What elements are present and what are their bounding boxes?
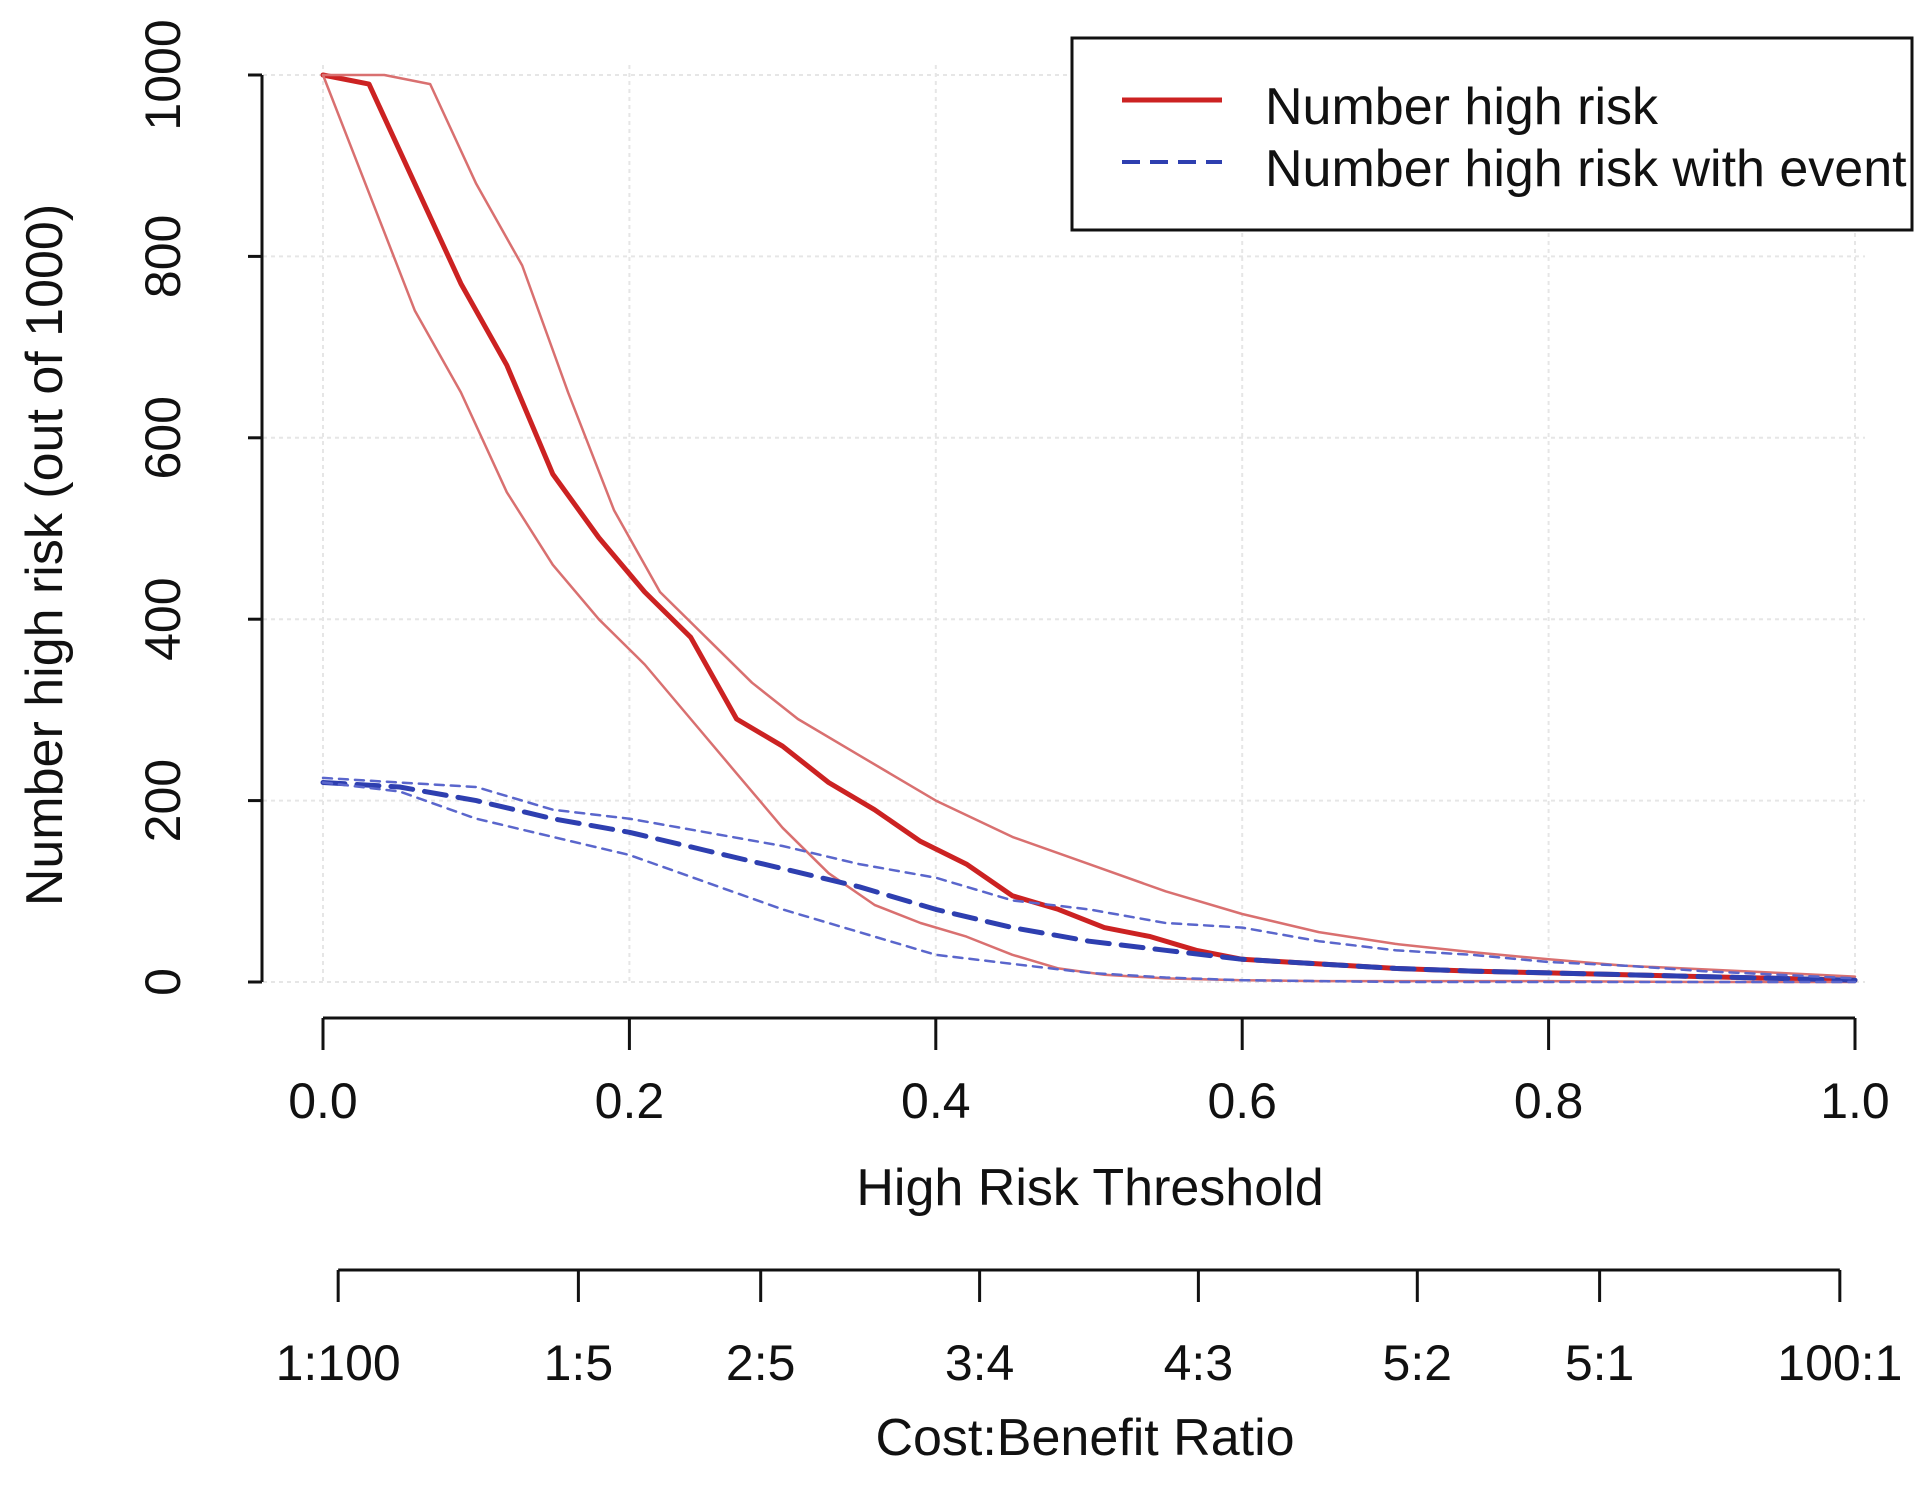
x-tick-label-4: 0.8 <box>1514 1073 1584 1129</box>
series-line-number-high-risk-with-event <box>320 780 1858 983</box>
y-axis: 0 200 400 600 800 1000 <box>135 19 264 996</box>
cost-benefit-tick-label-3: 3:4 <box>945 1335 1015 1391</box>
series-line-number-high-risk-upper-bound <box>321 73 1857 978</box>
y-tick-label-5: 1000 <box>135 19 191 130</box>
y-tick-label-0: 0 <box>135 968 191 996</box>
x-tick-label-2: 0.4 <box>901 1073 971 1129</box>
series-line-number-high-risk-lower-bound <box>321 73 1857 984</box>
y-tick-label-1: 200 <box>135 759 191 842</box>
cost-benefit-tick-label-2: 2:5 <box>726 1335 796 1391</box>
plot-series <box>320 72 1858 984</box>
y-axis-title: Number high risk (out of 1000) <box>16 204 74 906</box>
y-tick-label-3: 600 <box>135 396 191 479</box>
cost-benefit-tick-label-6: 5:1 <box>1565 1335 1635 1391</box>
series-line-number-high-risk-with-event-lower-bound <box>321 781 1857 984</box>
x-axis: 0.0 0.2 0.4 0.6 0.8 1.0 <box>288 1016 1890 1129</box>
y-tick-label-4: 800 <box>135 215 191 298</box>
cost-benefit-tick-label-0: 1:100 <box>276 1335 401 1391</box>
series-line-number-high-risk-with-event-upper-bound <box>321 776 1857 980</box>
legend-label-number-high-risk: Number high risk <box>1265 78 1659 136</box>
x-tick-label-1: 0.2 <box>595 1073 665 1129</box>
x-tick-label-3: 0.6 <box>1207 1073 1277 1129</box>
cost-benefit-tick-label-1: 1:5 <box>544 1335 614 1391</box>
legend: Number high risk Number high risk with e… <box>1070 36 1914 232</box>
legend-box <box>1070 36 1914 232</box>
legend-label-number-high-risk-with-event: Number high risk with event <box>1265 140 1907 198</box>
cost-benefit-axis: 1:100 1:5 2:5 3:4 4:3 5:2 5:1 100:1 <box>276 1268 1902 1391</box>
x-tick-label-5: 1.0 <box>1820 1073 1890 1129</box>
x-tick-label-0: 0.0 <box>288 1073 358 1129</box>
x-axis-title: High Risk Threshold <box>856 1159 1323 1217</box>
cost-benefit-tick-label-4: 4:3 <box>1164 1335 1234 1391</box>
cost-benefit-axis-title: Cost:Benefit Ratio <box>875 1409 1294 1467</box>
cost-benefit-tick-label-7: 100:1 <box>1777 1335 1902 1391</box>
cost-benefit-tick-label-5: 5:2 <box>1383 1335 1453 1391</box>
y-tick-label-2: 400 <box>135 577 191 660</box>
